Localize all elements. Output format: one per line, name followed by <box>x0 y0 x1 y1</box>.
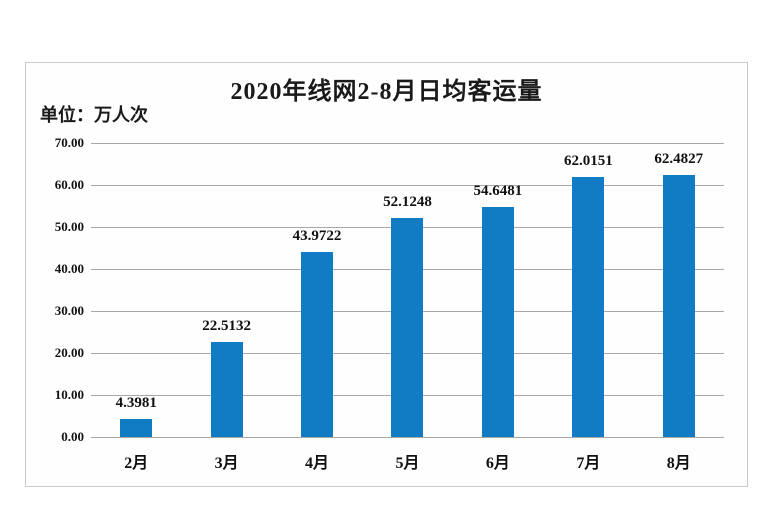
bar <box>210 342 243 437</box>
bar-value-label: 62.0151 <box>563 152 613 169</box>
y-tick-label: 10.00 <box>54 387 84 403</box>
y-tick-label: 70.00 <box>54 135 84 150</box>
x-tick-label: 8月 <box>666 455 691 472</box>
bar <box>391 218 424 437</box>
bar-value-label: 22.5132 <box>202 318 251 335</box>
bar-slot: 54.6481 <box>453 143 543 437</box>
bar-slot: 62.0151 <box>543 143 633 437</box>
chart-title: 2020年线网2-8月日均客运量 <box>230 79 543 105</box>
chart-frame: 2020年线网2-8月日均客运量 单位：万人次 0.00 10.00 20.00 30… <box>25 62 748 487</box>
unit-label: 单位：万人次 <box>40 105 148 125</box>
bar <box>301 252 334 437</box>
bar-value-label: 52.1248 <box>383 194 432 211</box>
y-tick-label: 20.00 <box>54 345 84 361</box>
x-tick-label: 4月 <box>305 455 330 472</box>
bars-container: 4.3981 22.5132 43.9722 52.1248 54.6481 62.015… <box>91 143 724 437</box>
bar-value-label: 4.3981 <box>115 394 157 411</box>
bar <box>572 176 605 437</box>
y-axis-tick-labels: 0.00 10.00 20.00 30.00 40.00 50.00 60.00 70.00 <box>30 135 84 444</box>
x-tick-label: 5月 <box>395 455 420 472</box>
bar-slot: 62.4827 <box>634 143 724 437</box>
x-tick-label: 2月 <box>124 455 149 472</box>
y-tick-label: 50.00 <box>54 219 84 234</box>
bar-slot: 43.9722 <box>272 143 362 437</box>
x-tick-label: 3月 <box>214 455 239 472</box>
bar-slot: 4.3981 <box>91 143 181 437</box>
x-tick-label: 6月 <box>485 455 510 472</box>
x-tick-label: 7月 <box>576 455 601 472</box>
bar <box>120 418 153 437</box>
y-tick-label: 30.00 <box>54 303 84 318</box>
gridline <box>91 184 724 186</box>
bar-value-label: 62.4827 <box>654 150 704 167</box>
gridline <box>91 436 724 438</box>
bar-slot: 52.1248 <box>362 143 452 437</box>
bar-slot: 22.5132 <box>181 143 271 437</box>
y-tick-label: 60.00 <box>54 177 84 192</box>
x-axis-tick-labels: 2月 3月 4月 5月 6月 7月 8月 <box>91 449 724 473</box>
y-tick-label: 40.00 <box>54 261 84 277</box>
gridline <box>91 142 724 144</box>
plot-area: 4.3981 22.5132 43.9722 52.1248 54.6481 62.015… <box>91 142 724 438</box>
y-tick-label: 0.00 <box>61 429 84 444</box>
bar-value-label: 54.6481 <box>473 183 523 200</box>
bar <box>662 174 695 437</box>
bar-value-label: 43.9722 <box>292 228 342 245</box>
bar <box>481 207 514 437</box>
